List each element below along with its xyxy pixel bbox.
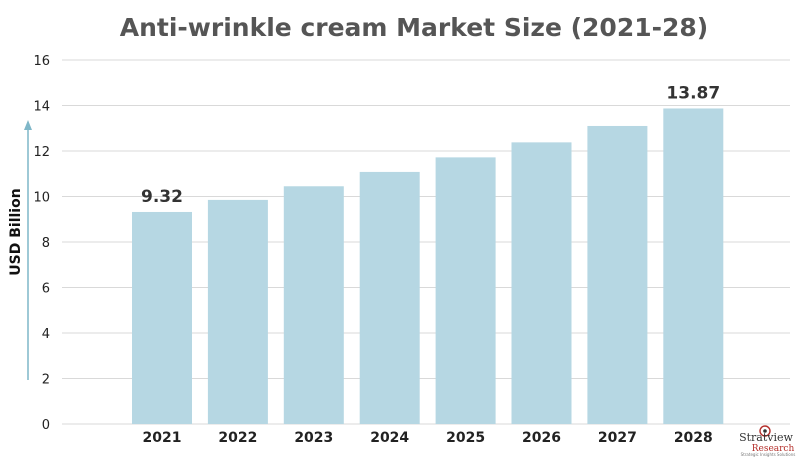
y-tick-label: 0 bbox=[42, 418, 50, 433]
y-tick-label: 10 bbox=[33, 191, 50, 206]
data-label: 9.32 bbox=[141, 187, 183, 207]
y-tick-label: 6 bbox=[42, 282, 50, 297]
logo-tagline: Strategic Insights Solutions bbox=[741, 452, 796, 457]
x-axis-ticks: 2021 2022 2023 2024 2025 2026 2027 2028 bbox=[143, 430, 713, 446]
x-tick-label: 2024 bbox=[370, 430, 409, 446]
data-label: 13.87 bbox=[666, 83, 720, 103]
bar-2027 bbox=[587, 125, 648, 424]
x-tick-label: 2027 bbox=[598, 430, 637, 446]
x-tick-label: 2025 bbox=[446, 430, 485, 446]
y-axis-ticks: 0 2 4 6 8 10 12 14 16 bbox=[33, 54, 50, 433]
y-tick-label: 12 bbox=[33, 145, 50, 160]
data-labels: 9.32 13.87 bbox=[141, 83, 720, 207]
bar-2025 bbox=[435, 157, 496, 424]
bar-2023 bbox=[283, 186, 344, 424]
logo-sub: Research bbox=[752, 444, 795, 454]
x-tick-label: 2021 bbox=[143, 430, 182, 446]
x-tick-label: 2023 bbox=[294, 430, 333, 446]
y-tick-label: 2 bbox=[42, 373, 50, 388]
stratview-logo: Stratview Research Strategic Insights So… bbox=[739, 425, 796, 457]
y-tick-label: 4 bbox=[42, 327, 50, 342]
bar-2026 bbox=[511, 142, 572, 425]
y-tick-label: 14 bbox=[33, 100, 50, 115]
y-axis-arrow bbox=[24, 120, 32, 380]
bar-2024 bbox=[359, 171, 420, 424]
y-tick-label: 8 bbox=[42, 236, 50, 251]
bar-2022 bbox=[207, 199, 268, 424]
y-tick-label: 16 bbox=[33, 54, 50, 69]
chart-title: Anti-wrinkle cream Market Size (2021-28) bbox=[120, 13, 708, 42]
bar-2028 bbox=[663, 108, 724, 425]
bar-2021 bbox=[132, 211, 192, 424]
x-tick-label: 2028 bbox=[674, 430, 713, 446]
x-tick-label: 2026 bbox=[522, 430, 561, 446]
logo-globe-icon bbox=[759, 425, 771, 437]
y-axis-label: USD Billion bbox=[8, 188, 24, 275]
logo-name: Stratview bbox=[739, 431, 793, 444]
x-tick-label: 2022 bbox=[218, 430, 257, 446]
bars bbox=[132, 108, 724, 425]
